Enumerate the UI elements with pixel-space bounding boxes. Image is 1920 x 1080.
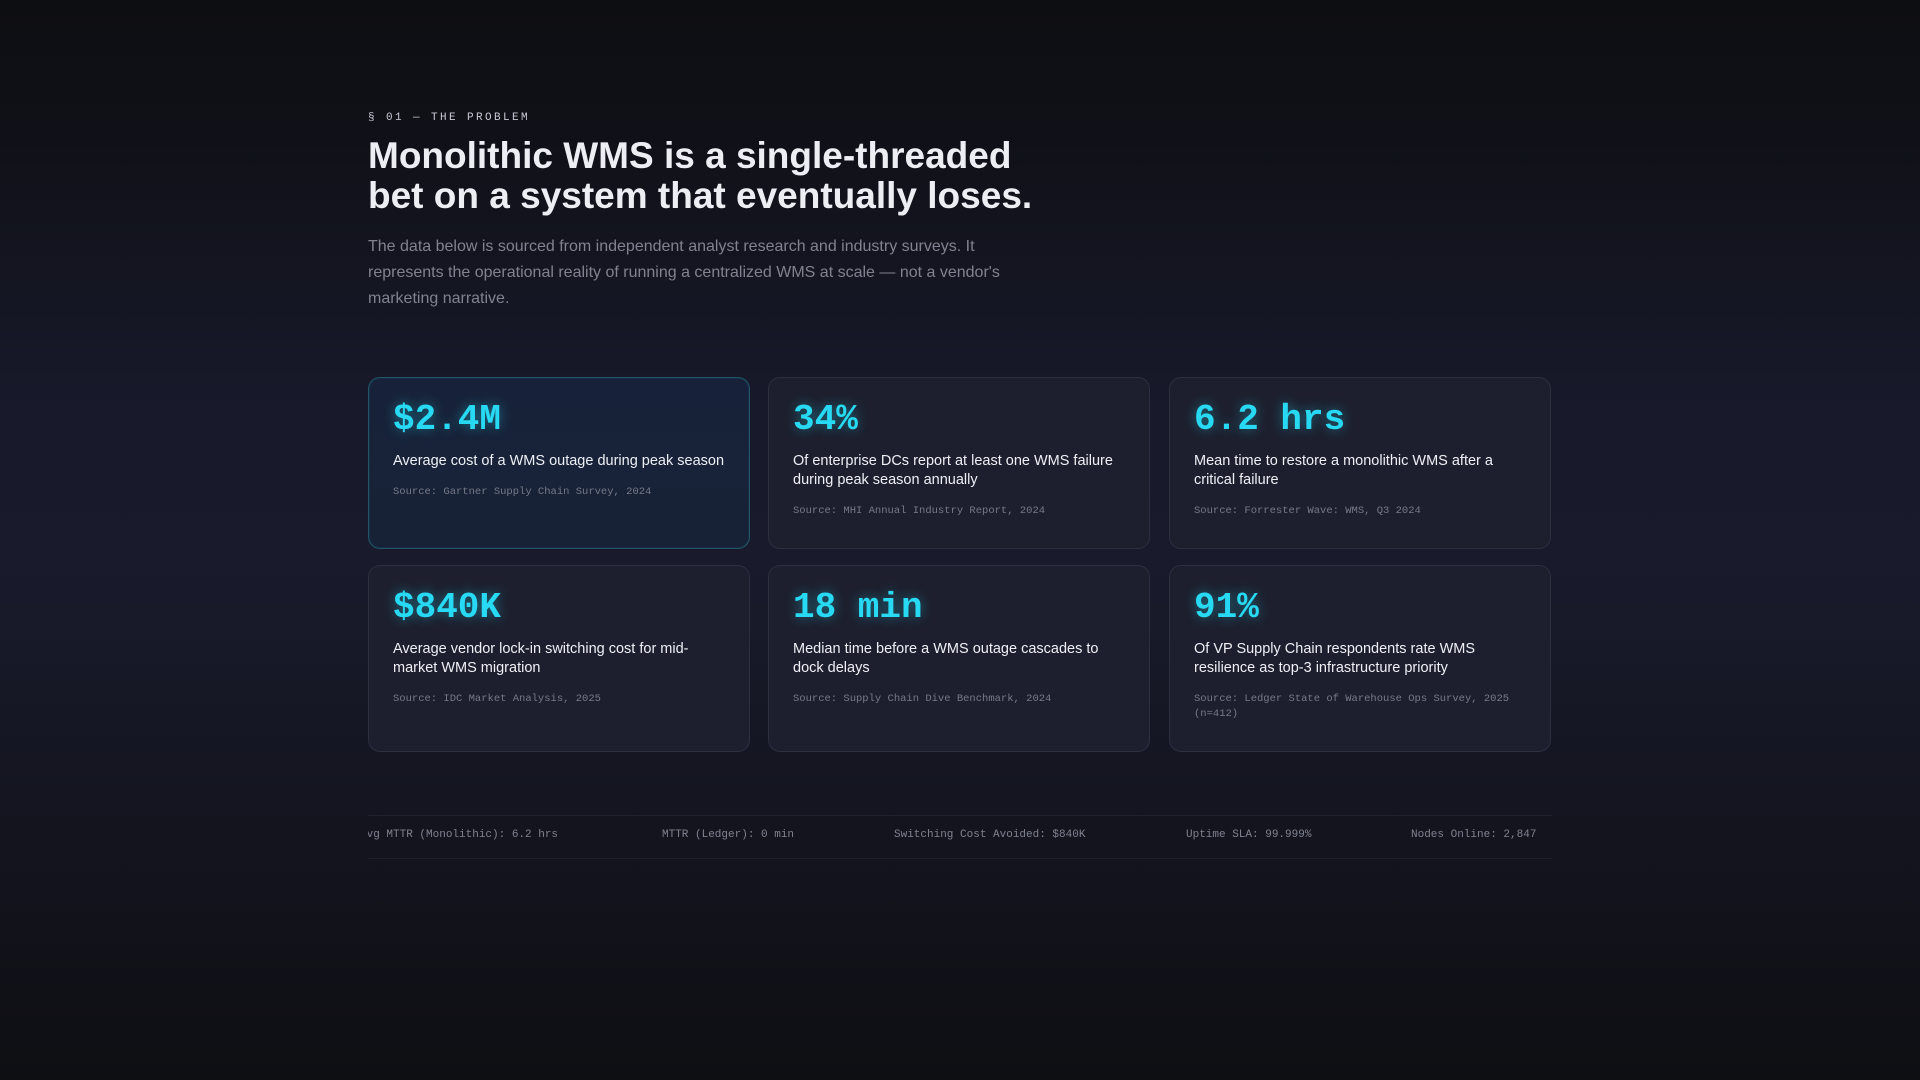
stat-value: $840K — [393, 587, 502, 628]
stat-value: $2.4M — [393, 399, 502, 440]
stat-description: Average cost of a WMS outage during peak… — [393, 453, 725, 469]
stat-value: 18 min — [793, 587, 923, 628]
stat-description: Of VP Supply Chain respondents rate WMS … — [1194, 641, 1476, 676]
stat-source: Source: MHI Annual Industry Report, 2024 — [793, 505, 1046, 517]
stat-value: 34% — [793, 399, 858, 440]
stat-description: Median time before a WMS outage cascades… — [793, 641, 1099, 676]
stat-source: Source: IDC Market Analysis, 2025 — [393, 693, 601, 705]
ticker-item-switching-cost: Switching Cost Avoided: $840K — [894, 829, 1086, 841]
ticker-item-nodes-online: Nodes Online: 2,847 — [1411, 829, 1537, 841]
stat-card-outage-cost: $2.4M Average cost of a WMS outage durin… — [368, 377, 750, 549]
headline-line-2: bet on a system that eventually loses. — [368, 175, 1033, 216]
stat-value: 6.2 hrs — [1194, 399, 1346, 440]
section-eyebrow: § 01 — THE PROBLEM — [368, 112, 531, 124]
ticker-item-uptime-sla: Uptime SLA: 99.999% — [1186, 829, 1312, 841]
stat-source: Source: Ledger State of Warehouse Ops Su… — [1194, 693, 1510, 720]
stat-card-restore-time: 6.2 hrs Mean time to restore a monolithi… — [1169, 377, 1551, 549]
stat-source: Source: Gartner Supply Chain Survey, 202… — [393, 486, 652, 498]
stat-source: Source: Forrester Wave: WMS, Q3 2024 — [1194, 505, 1421, 517]
section-lede: The data below is sourced from independe… — [368, 238, 1000, 307]
stat-description: Of enterprise DCs report at least one WM… — [793, 453, 1113, 488]
stat-card-switching-cost: $840K Average vendor lock-in switching c… — [368, 565, 750, 752]
ticker-item-mttr-monolithic: Avg MTTR (Monolithic): 6.2 hrs — [368, 829, 559, 841]
stat-description: Average vendor lock-in switching cost fo… — [393, 641, 689, 676]
section-headline: Monolithic WMS is a single-threaded bet … — [368, 136, 1088, 216]
stat-card-failure-rate: 34% Of enterprise DCs report at least on… — [768, 377, 1150, 549]
stat-card-resilience-priority: 91% Of VP Supply Chain respondents rate … — [1169, 565, 1551, 752]
stat-source: Source: Supply Chain Dive Benchmark, 202… — [793, 693, 1052, 705]
ticker-item-mttr-ledger: MTTR (Ledger): 0 min — [662, 829, 795, 841]
stat-value: 91% — [1194, 587, 1259, 628]
stat-description: Mean time to restore a monolithic WMS af… — [1194, 453, 1493, 488]
metrics-ticker: Avg MTTR (Monolithic): 6.2 hrs MTTR (Led… — [368, 815, 1552, 859]
stat-card-cascade-time: 18 min Median time before a WMS outage c… — [768, 565, 1150, 752]
headline-line-1: Monolithic WMS is a single-threaded — [368, 135, 1012, 176]
